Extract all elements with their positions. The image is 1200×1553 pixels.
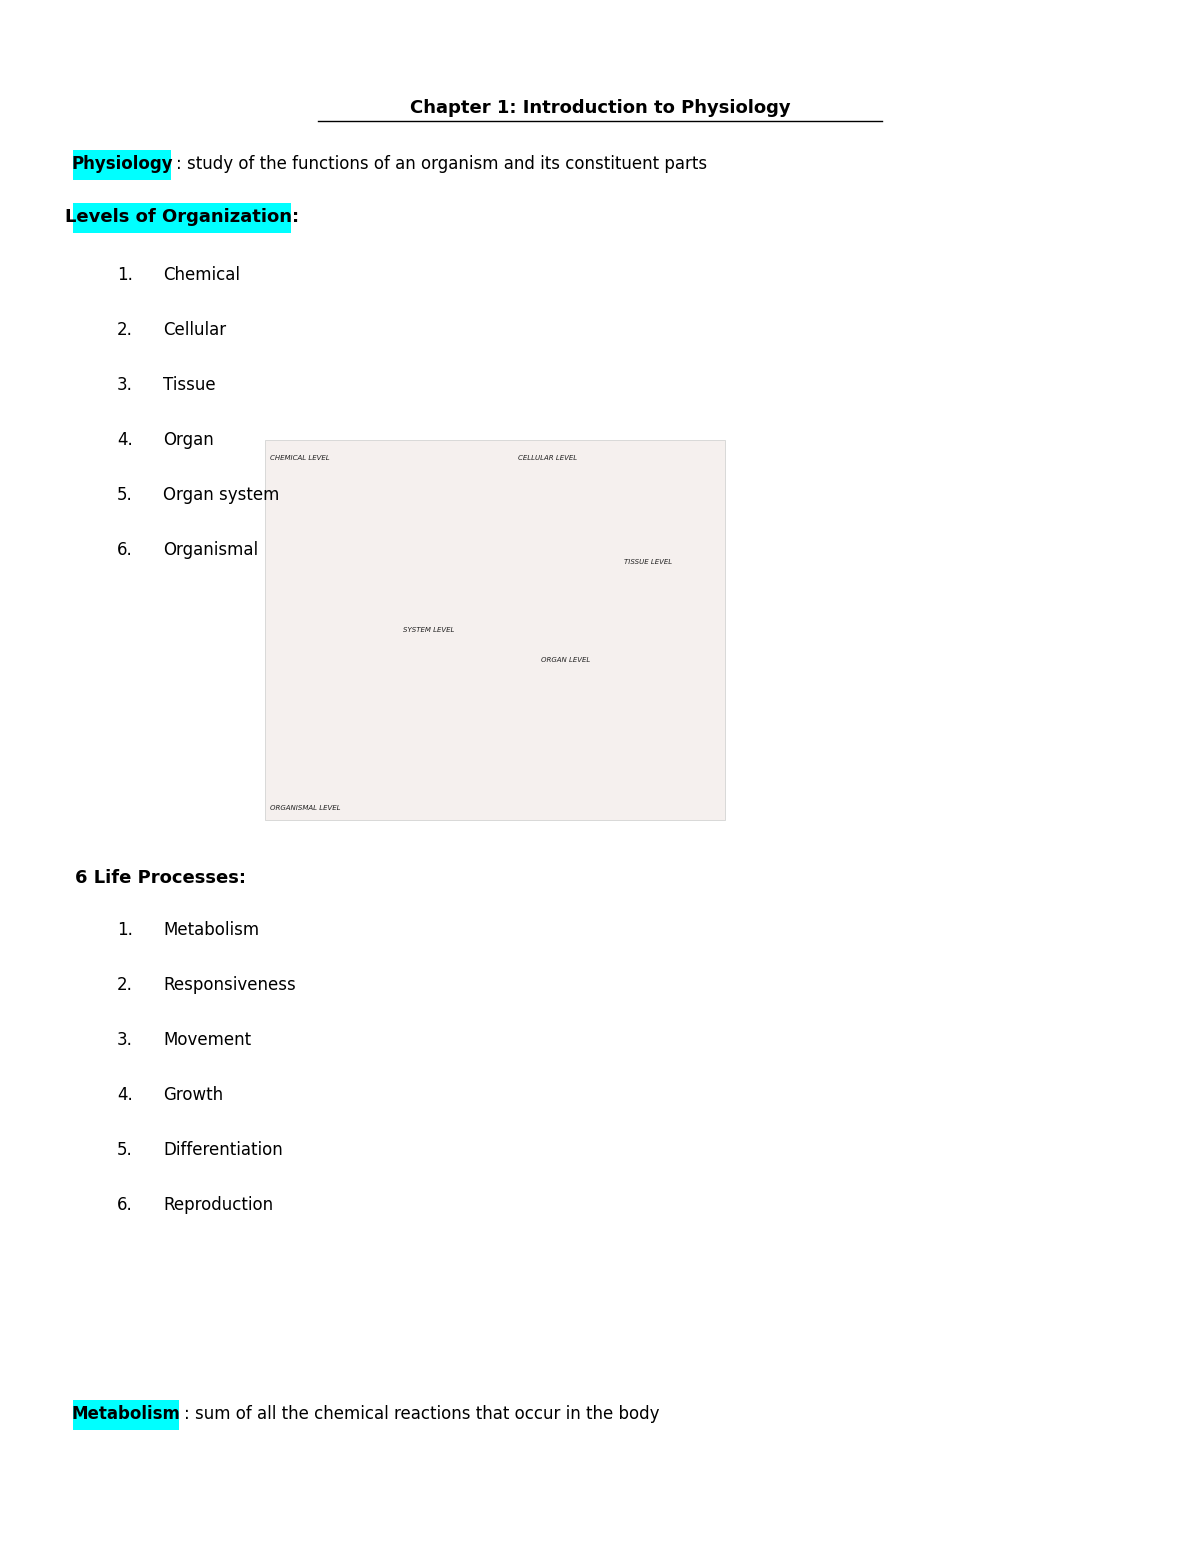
Text: Metabolism: Metabolism xyxy=(163,921,259,940)
Text: Cellular: Cellular xyxy=(163,321,226,339)
Text: 3.: 3. xyxy=(118,376,133,394)
Text: Differentiation: Differentiation xyxy=(163,1141,283,1159)
Text: Organ: Organ xyxy=(163,432,214,449)
Text: Movement: Movement xyxy=(163,1031,251,1048)
Text: Reproduction: Reproduction xyxy=(163,1196,274,1214)
Text: 5.: 5. xyxy=(118,1141,133,1159)
Text: Organ system: Organ system xyxy=(163,486,280,505)
Text: Tissue: Tissue xyxy=(163,376,216,394)
Text: ORGAN LEVEL: ORGAN LEVEL xyxy=(541,657,590,663)
Text: 4.: 4. xyxy=(118,432,133,449)
Text: SYSTEM LEVEL: SYSTEM LEVEL xyxy=(403,627,455,634)
Text: 1.: 1. xyxy=(118,921,133,940)
Text: Growth: Growth xyxy=(163,1086,223,1104)
Text: ORGANISMAL LEVEL: ORGANISMAL LEVEL xyxy=(270,804,341,811)
Text: 4.: 4. xyxy=(118,1086,133,1104)
FancyBboxPatch shape xyxy=(265,439,725,820)
Text: 5.: 5. xyxy=(118,486,133,505)
Text: CELLULAR LEVEL: CELLULAR LEVEL xyxy=(518,455,577,461)
Text: 2.: 2. xyxy=(118,975,133,994)
Text: Levels of Organization:: Levels of Organization: xyxy=(65,208,299,227)
Text: Organismal: Organismal xyxy=(163,540,258,559)
Text: Chemical: Chemical xyxy=(163,266,240,284)
FancyBboxPatch shape xyxy=(73,203,292,233)
Text: 6.: 6. xyxy=(118,540,133,559)
Text: 1.: 1. xyxy=(118,266,133,284)
Text: Physiology: Physiology xyxy=(71,155,173,172)
FancyBboxPatch shape xyxy=(73,151,172,180)
Text: : study of the functions of an organism and its constituent parts: : study of the functions of an organism … xyxy=(176,155,707,172)
FancyBboxPatch shape xyxy=(73,1399,179,1430)
Text: : sum of all the chemical reactions that occur in the body: : sum of all the chemical reactions that… xyxy=(184,1405,660,1423)
Text: CHEMICAL LEVEL: CHEMICAL LEVEL xyxy=(270,455,330,461)
Text: Chapter 1: Introduction to Physiology: Chapter 1: Introduction to Physiology xyxy=(409,99,791,116)
Text: Metabolism: Metabolism xyxy=(72,1405,180,1423)
Text: 6.: 6. xyxy=(118,1196,133,1214)
Text: 2.: 2. xyxy=(118,321,133,339)
Text: Responsiveness: Responsiveness xyxy=(163,975,295,994)
Text: TISSUE LEVEL: TISSUE LEVEL xyxy=(624,559,672,565)
Text: 6 Life Processes:: 6 Life Processes: xyxy=(74,870,246,887)
Text: 3.: 3. xyxy=(118,1031,133,1048)
